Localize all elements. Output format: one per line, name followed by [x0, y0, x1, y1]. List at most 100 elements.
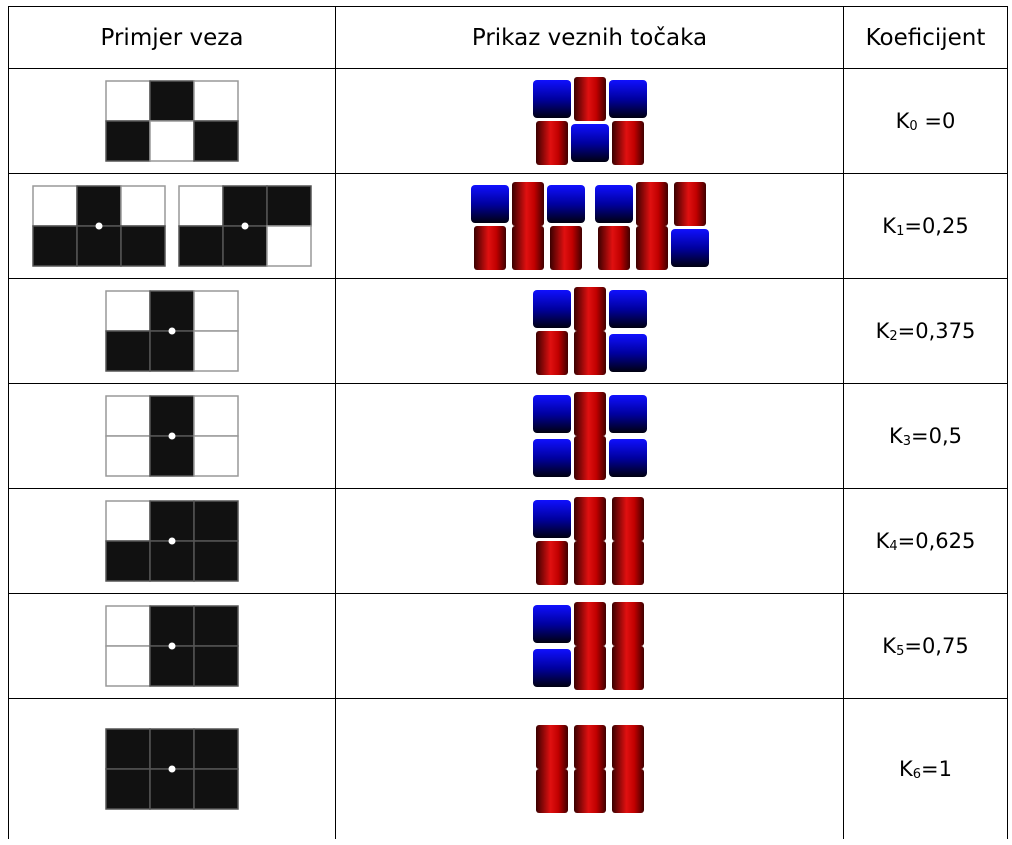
coefficient-index: 2: [889, 328, 898, 344]
warp-segment: [573, 646, 606, 690]
weave-cell: [76, 185, 122, 227]
coefficient-symbol: K: [882, 633, 897, 658]
coefficient-index: 0: [909, 118, 918, 134]
warp-segment: [549, 226, 582, 270]
weft-segment: [532, 395, 571, 433]
weave-cell: [120, 225, 166, 267]
weave-cell: [149, 605, 195, 647]
weft-segment: [608, 395, 647, 433]
binding-dot: [168, 537, 176, 545]
weave-cell: [149, 80, 195, 122]
weave-cell: [193, 435, 239, 477]
coefficient-value: =1: [921, 756, 953, 781]
coefficient-symbol: K: [898, 756, 913, 781]
weave-cell: [105, 728, 151, 770]
weave-cell: [149, 728, 195, 770]
coefficient-table: Primjer veza Prikaz veznih točaka Koefic…: [8, 6, 1008, 839]
warp-segment: [535, 769, 568, 813]
coefficient-cell: K5=0,75: [843, 593, 1008, 699]
weft-segment: [532, 290, 571, 328]
warp-segment: [611, 769, 644, 813]
weave-cell: [105, 435, 151, 477]
weft-segment: [608, 80, 647, 118]
header-cell: Primjer veza: [8, 6, 336, 69]
coefficient-cell: K2=0,375: [843, 278, 1008, 384]
pattern-cell: [8, 173, 336, 279]
table-row: K6=1: [8, 698, 1008, 839]
weave-cell: [105, 330, 151, 372]
coefficient-symbol: K: [875, 318, 890, 343]
table-row: K3=0,5: [8, 383, 1008, 489]
warp-segment: [597, 226, 630, 270]
weave-diagram: [105, 500, 239, 582]
render-cell: [335, 383, 844, 489]
render-cell: [335, 488, 844, 594]
warp-segment: [511, 226, 544, 270]
weave-cell: [193, 290, 239, 332]
weft-segment: [532, 605, 571, 643]
coefficient-index: 6: [912, 766, 922, 782]
coefficient-cell: K6=1: [843, 698, 1008, 839]
weave-diagram: [32, 185, 166, 267]
render-cell: [335, 698, 844, 839]
binding-dot: [168, 642, 176, 650]
weave-cell: [105, 540, 151, 582]
weave-cell: [120, 185, 166, 227]
weave-cell: [149, 330, 195, 372]
weave-cell: [105, 290, 151, 332]
warp-segment: [573, 77, 606, 121]
table-row: K4=0,625: [8, 488, 1008, 594]
weave-render: [532, 602, 644, 690]
warp-segment: [611, 646, 644, 690]
coefficient-symbol: K: [888, 423, 903, 448]
warp-segment: [611, 497, 644, 541]
weave-cell: [193, 728, 239, 770]
pattern-cell: [8, 593, 336, 699]
weave-render: [532, 287, 647, 375]
weft-segment: [594, 185, 633, 223]
warp-segment: [611, 725, 644, 769]
binding-dot: [241, 222, 249, 230]
table-row: K0 =0: [8, 68, 1008, 174]
weft-segment: [670, 229, 709, 267]
warp-segment: [535, 725, 568, 769]
warp-segment: [473, 226, 506, 270]
weave-cell: [222, 185, 268, 227]
weave-cell: [105, 120, 151, 162]
weave-render: [532, 77, 647, 165]
pattern-cell: [8, 488, 336, 594]
coefficient-cell: K3=0,5: [843, 383, 1008, 489]
weave-cell: [149, 435, 195, 477]
warp-segment: [611, 121, 644, 165]
coefficient-cell: K1=0,25: [843, 173, 1008, 279]
coefficient-value: =0,625: [897, 528, 976, 553]
weft-segment: [608, 439, 647, 477]
warp-segment: [573, 392, 606, 436]
weave-cell: [105, 645, 151, 687]
warp-segment: [635, 182, 668, 226]
warp-segment: [611, 541, 644, 585]
weave-diagram: [105, 605, 239, 687]
weft-segment: [470, 185, 509, 223]
header-row: Primjer veza Prikaz veznih točaka Koefic…: [8, 6, 1008, 69]
weave-cell: [222, 225, 268, 267]
coefficient-index: 5: [896, 643, 905, 659]
coefficient-cell: K4=0,625: [843, 488, 1008, 594]
weave-cell: [193, 395, 239, 437]
weft-segment: [532, 500, 571, 538]
header-cell: Koeficijent: [843, 6, 1008, 69]
weft-segment: [532, 649, 571, 687]
weave-render: [535, 725, 644, 813]
weave-cell: [193, 605, 239, 647]
weave-cell: [193, 80, 239, 122]
weave-cell: [32, 185, 78, 227]
weave-cell: [266, 225, 312, 267]
binding-dot: [168, 432, 176, 440]
table-row: K2=0,375: [8, 278, 1008, 384]
coefficient-symbol: K: [875, 528, 890, 553]
warp-segment: [573, 541, 606, 585]
weft-segment: [546, 185, 585, 223]
weave-cell: [105, 500, 151, 542]
weave-cell: [149, 540, 195, 582]
coefficient-index: 4: [889, 538, 898, 554]
